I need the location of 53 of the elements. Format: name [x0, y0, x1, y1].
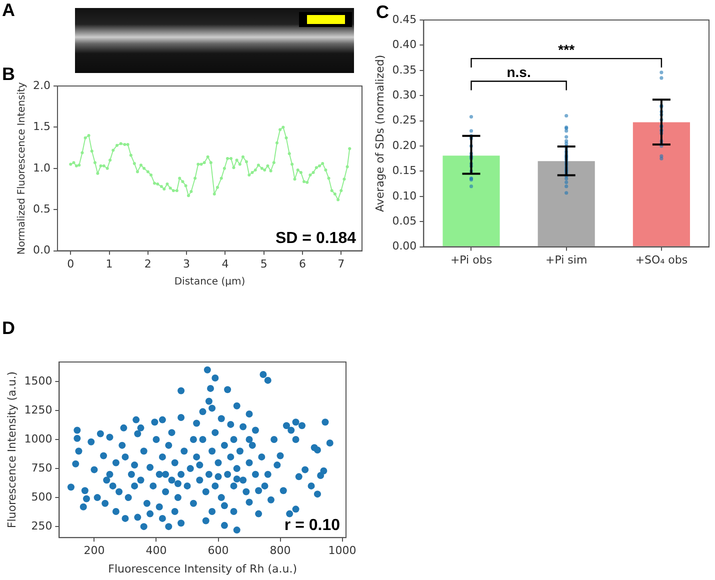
- x-axis-title: Distance (µm): [174, 276, 246, 288]
- text: B: [2, 64, 15, 84]
- y-tick-label: 0.0: [32, 244, 50, 257]
- y-tick-label: 1.5: [32, 120, 50, 134]
- x-tick-label: 800: [270, 544, 291, 558]
- y-tick-label: 0.30: [392, 88, 417, 102]
- y-tick-label: 0.10: [392, 189, 417, 202]
- y-tick-label: 2.0: [32, 78, 50, 92]
- x-tick-label: +SO₄ obs: [635, 253, 688, 266]
- y-tick-label: 0.45: [392, 12, 417, 26]
- bar: [632, 122, 690, 246]
- y-tick-label: 0.00: [392, 240, 417, 253]
- text: A: [2, 0, 15, 20]
- x-axis-title: Fluorescence Intensity of Rh (a.u.): [108, 562, 298, 576]
- x-tick-label: 4: [222, 257, 229, 270]
- x-tick-label: 1000: [328, 544, 356, 558]
- bar: [538, 161, 595, 246]
- y-tick-label: 0.20: [392, 138, 417, 152]
- y-axis-title: Fluorescence Intensity (a.u.): [5, 371, 18, 528]
- x-tick-label: 600: [208, 544, 229, 558]
- y-tick-label: 250: [31, 519, 52, 532]
- y-tick-label: 0.05: [392, 214, 417, 228]
- x-tick-label: 400: [146, 544, 167, 558]
- bar: [442, 156, 500, 246]
- y-axis-title: Normalized Fluorescence Intensity: [16, 82, 28, 255]
- x-tick-label: 7: [338, 257, 345, 270]
- y-tick-label: 0.5: [32, 202, 50, 216]
- y-tick-label: 1500: [24, 374, 52, 388]
- y-tick-label: 0.35: [392, 63, 417, 76]
- y-tick-label: 0.40: [392, 38, 417, 52]
- text: C: [376, 2, 389, 22]
- x-tick-label: 5: [260, 257, 268, 270]
- annotation: n.s.: [506, 64, 531, 80]
- x-tick-label: 0: [67, 257, 74, 270]
- y-axis-title: Average of SDs (normalized): [373, 54, 386, 212]
- x-tick-label: 200: [84, 544, 105, 558]
- x-tick-label: 1: [106, 257, 113, 270]
- x-tick-label: 3: [183, 257, 190, 270]
- text: D: [2, 318, 15, 338]
- y-tick-label: 1250: [24, 403, 52, 416]
- y-tick-label: 0.25: [392, 114, 417, 127]
- annotation: SD = 0.184: [276, 230, 356, 248]
- y-tick-label: 1000: [24, 432, 52, 446]
- y-tick-label: 1.0: [32, 161, 50, 174]
- y-tick-label: 0.15: [392, 164, 417, 178]
- y-tick-label: 750: [31, 461, 52, 474]
- x-tick-label: +Pi sim: [546, 253, 588, 266]
- annotation: r = 0.10: [284, 517, 340, 534]
- y-tick-label: 500: [31, 490, 52, 504]
- x-tick-label: 2: [144, 257, 152, 270]
- x-tick-label: 6: [298, 257, 306, 270]
- annotation: ***: [558, 41, 576, 58]
- x-tick-label: +Pi obs: [450, 253, 492, 266]
